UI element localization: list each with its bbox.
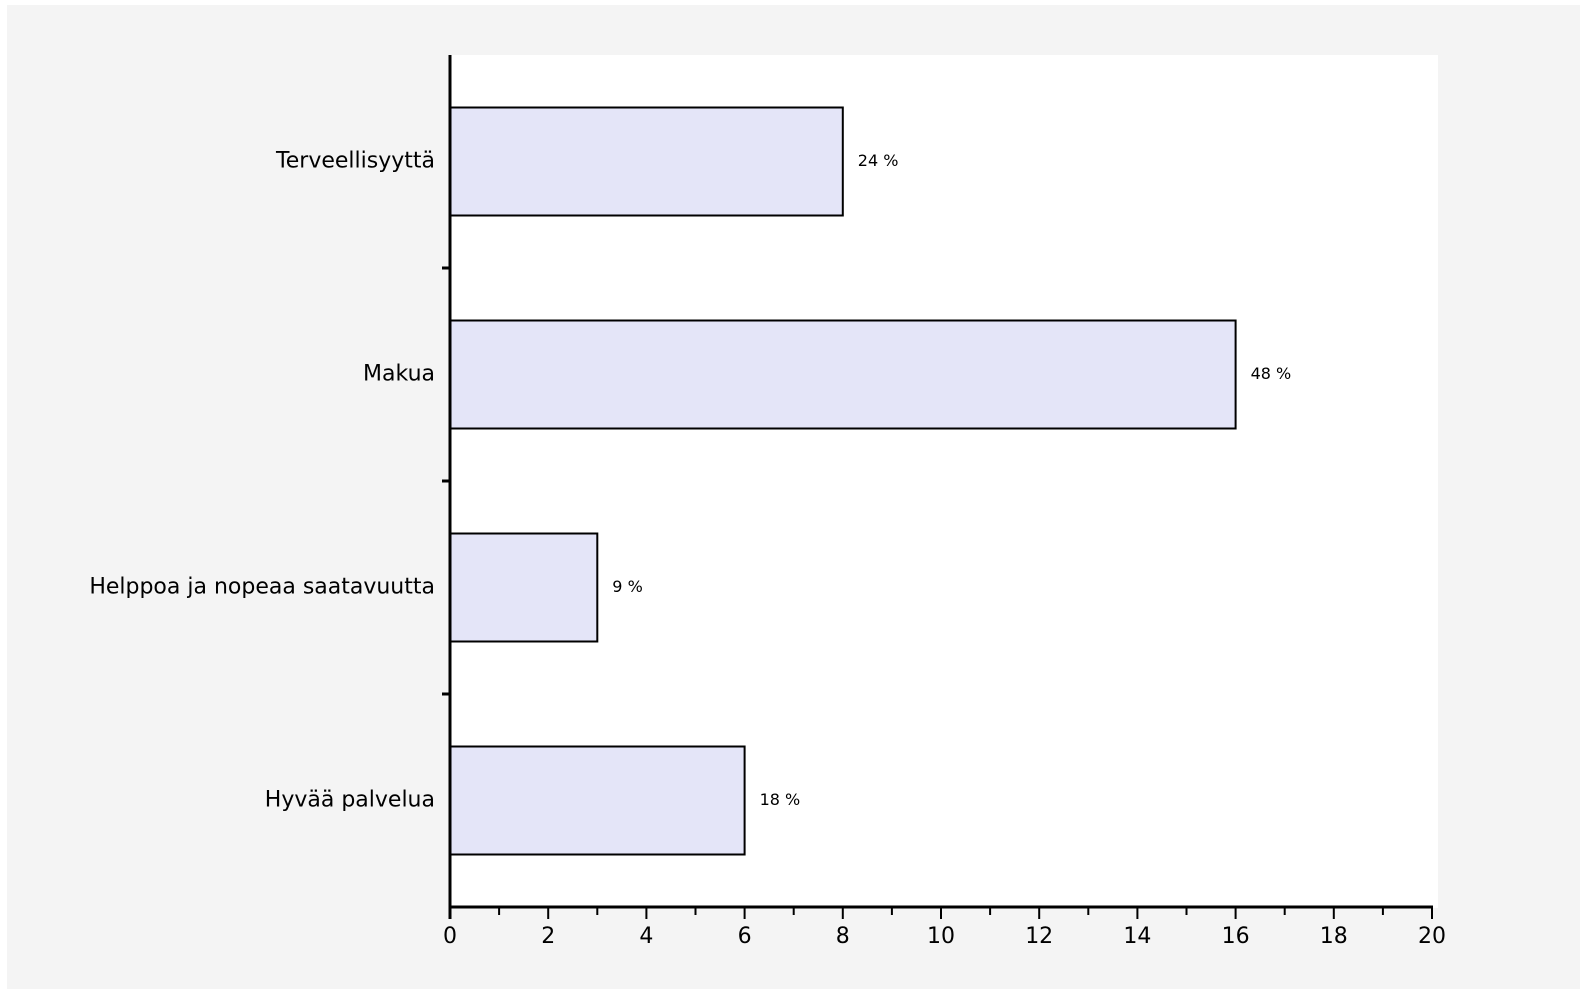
x-tick-label: 16 xyxy=(1222,924,1250,949)
bar xyxy=(449,745,746,856)
x-tick-label: 2 xyxy=(541,924,555,949)
x-tick-label: 18 xyxy=(1320,924,1348,949)
x-tick-label: 8 xyxy=(836,924,850,949)
bar xyxy=(449,106,844,217)
x-tick-label: 12 xyxy=(1025,924,1053,949)
axes-layer: 0 2 4 6 8 10 12 14 16 18 20 xyxy=(442,55,1446,949)
x-tick-label: 20 xyxy=(1418,924,1446,949)
category-label: Helppoa ja nopeaa saatavuutta xyxy=(89,575,435,600)
x-tick-label: 0 xyxy=(443,924,457,949)
bars-layer xyxy=(449,106,1237,856)
x-tick-label: 4 xyxy=(639,924,653,949)
x-tick-label: 14 xyxy=(1123,924,1151,949)
labels-layer: Terveellisyyttä 24 % Makua 48 % Helppoa ja n… xyxy=(89,149,1291,813)
data-label: 24 % xyxy=(858,151,899,170)
x-tick-label: 10 xyxy=(927,924,955,949)
bar xyxy=(449,319,1237,430)
bar xyxy=(449,532,599,643)
category-label: Terveellisyyttä xyxy=(275,149,435,174)
category-label: Makua xyxy=(363,362,435,387)
category-label: Hyvää palvelua xyxy=(265,788,435,813)
data-label: 48 % xyxy=(1251,364,1292,383)
data-label: 9 % xyxy=(612,577,642,596)
data-label: 18 % xyxy=(760,790,801,809)
x-tick-label: 6 xyxy=(738,924,752,949)
